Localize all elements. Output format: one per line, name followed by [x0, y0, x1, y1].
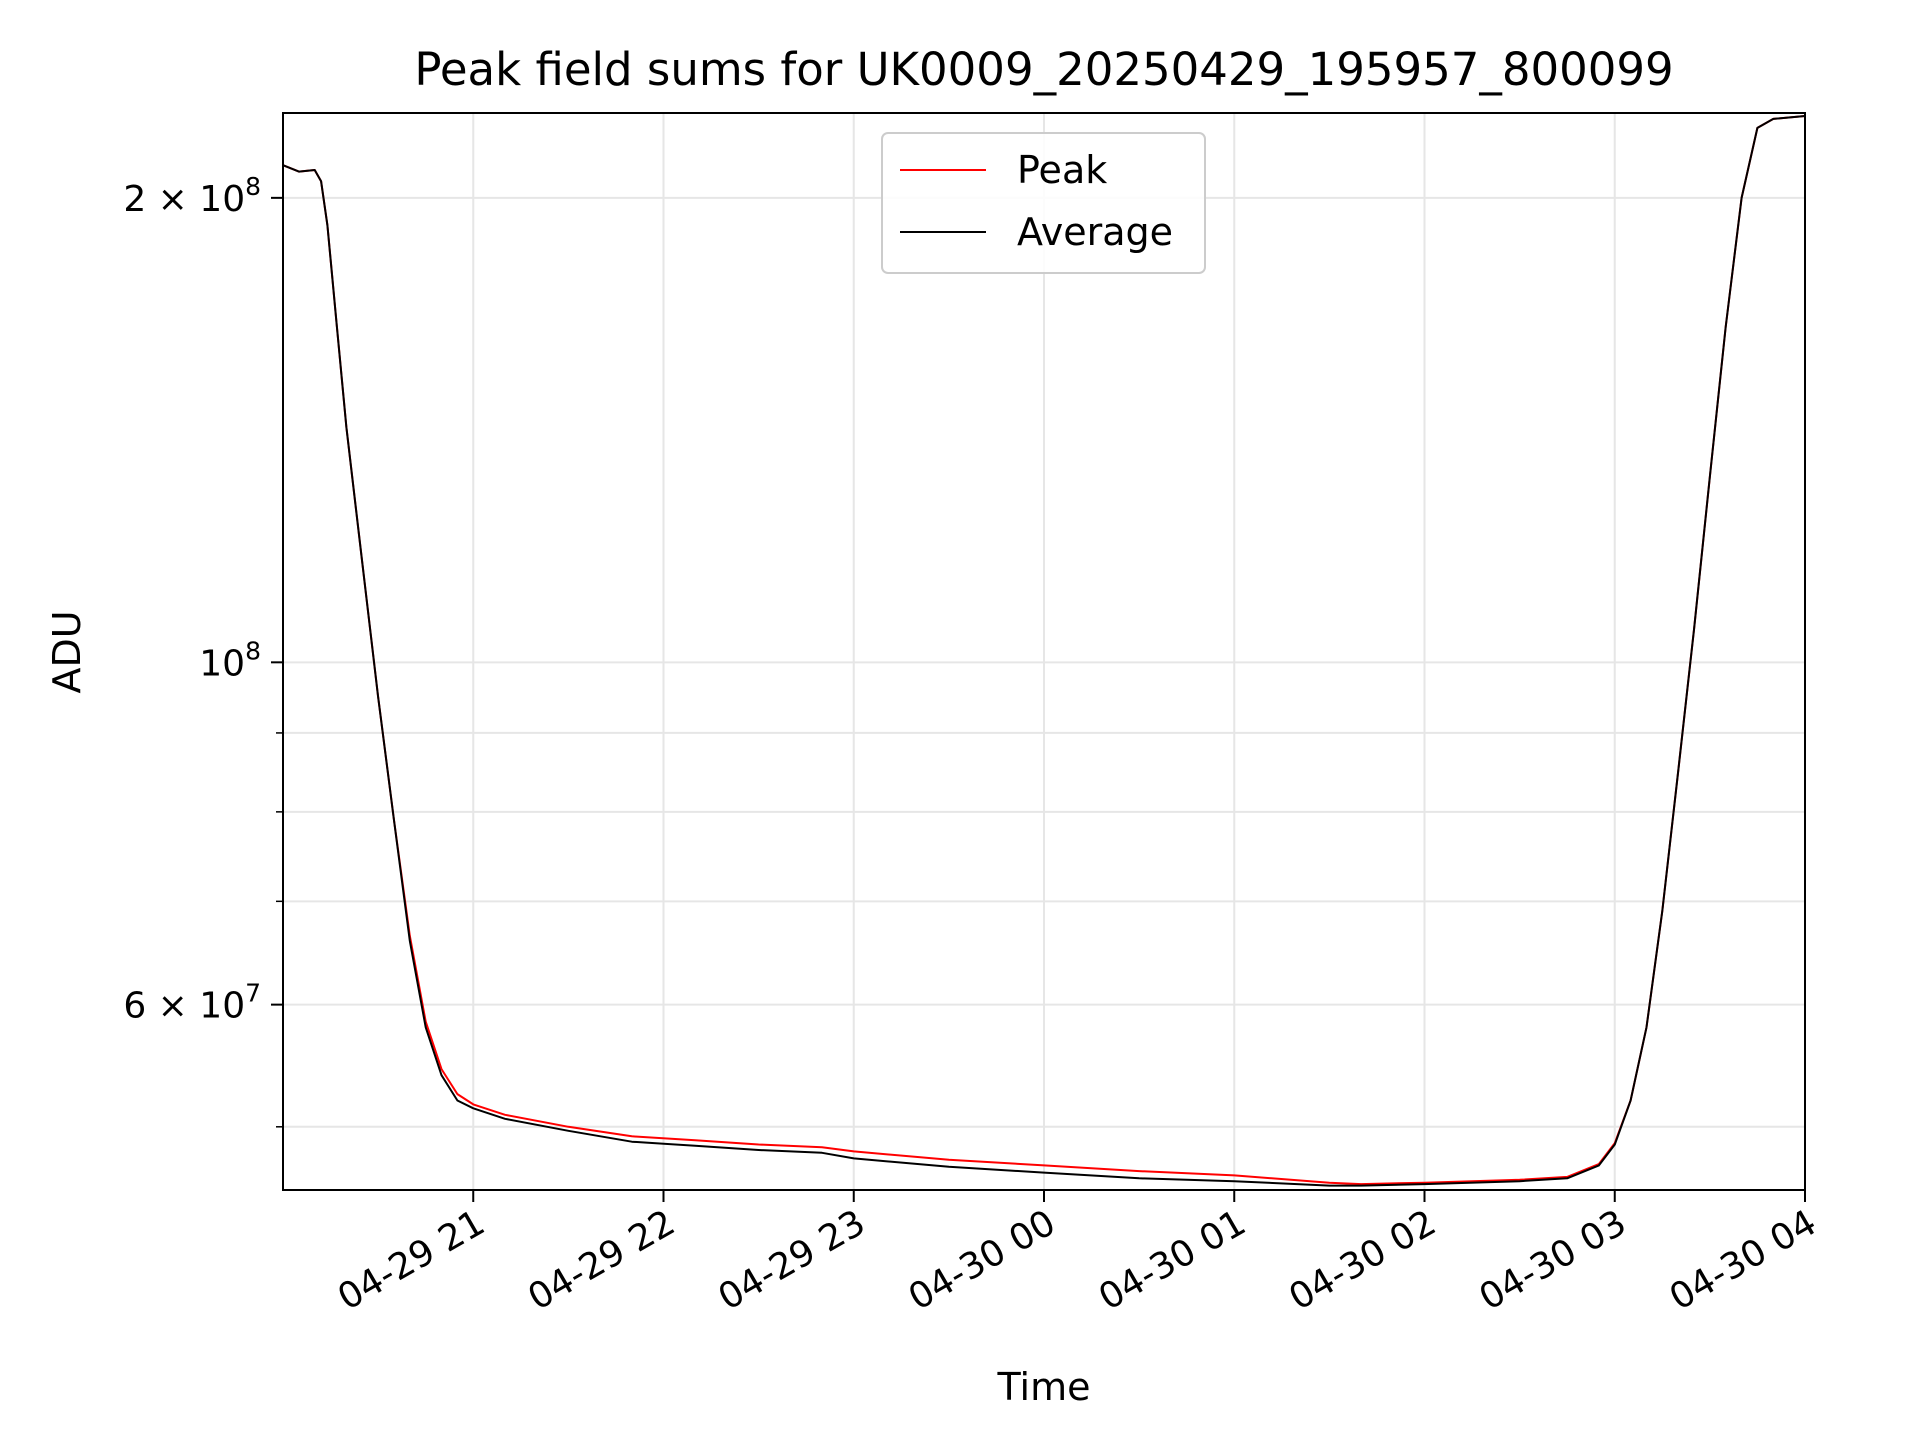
legend-label-peak: Peak — [1017, 148, 1107, 192]
legend-label-average: Average — [1017, 210, 1173, 254]
x-axis-label: Time — [997, 1365, 1091, 1409]
plot-lines — [282, 115, 1806, 1187]
legend-box — [881, 132, 1206, 274]
y-tick-label: 108 — [199, 636, 261, 684]
legend: Peak Average — [881, 132, 1206, 274]
y-tick-label: 6 × 107 — [123, 979, 261, 1027]
y-tick-label: 2 × 108 — [123, 172, 261, 220]
series-line-average — [282, 115, 1806, 1187]
chart-title: Peak field sums for UK0009_20250429_1959… — [414, 43, 1673, 96]
y-axis-label: ADU — [45, 610, 89, 693]
